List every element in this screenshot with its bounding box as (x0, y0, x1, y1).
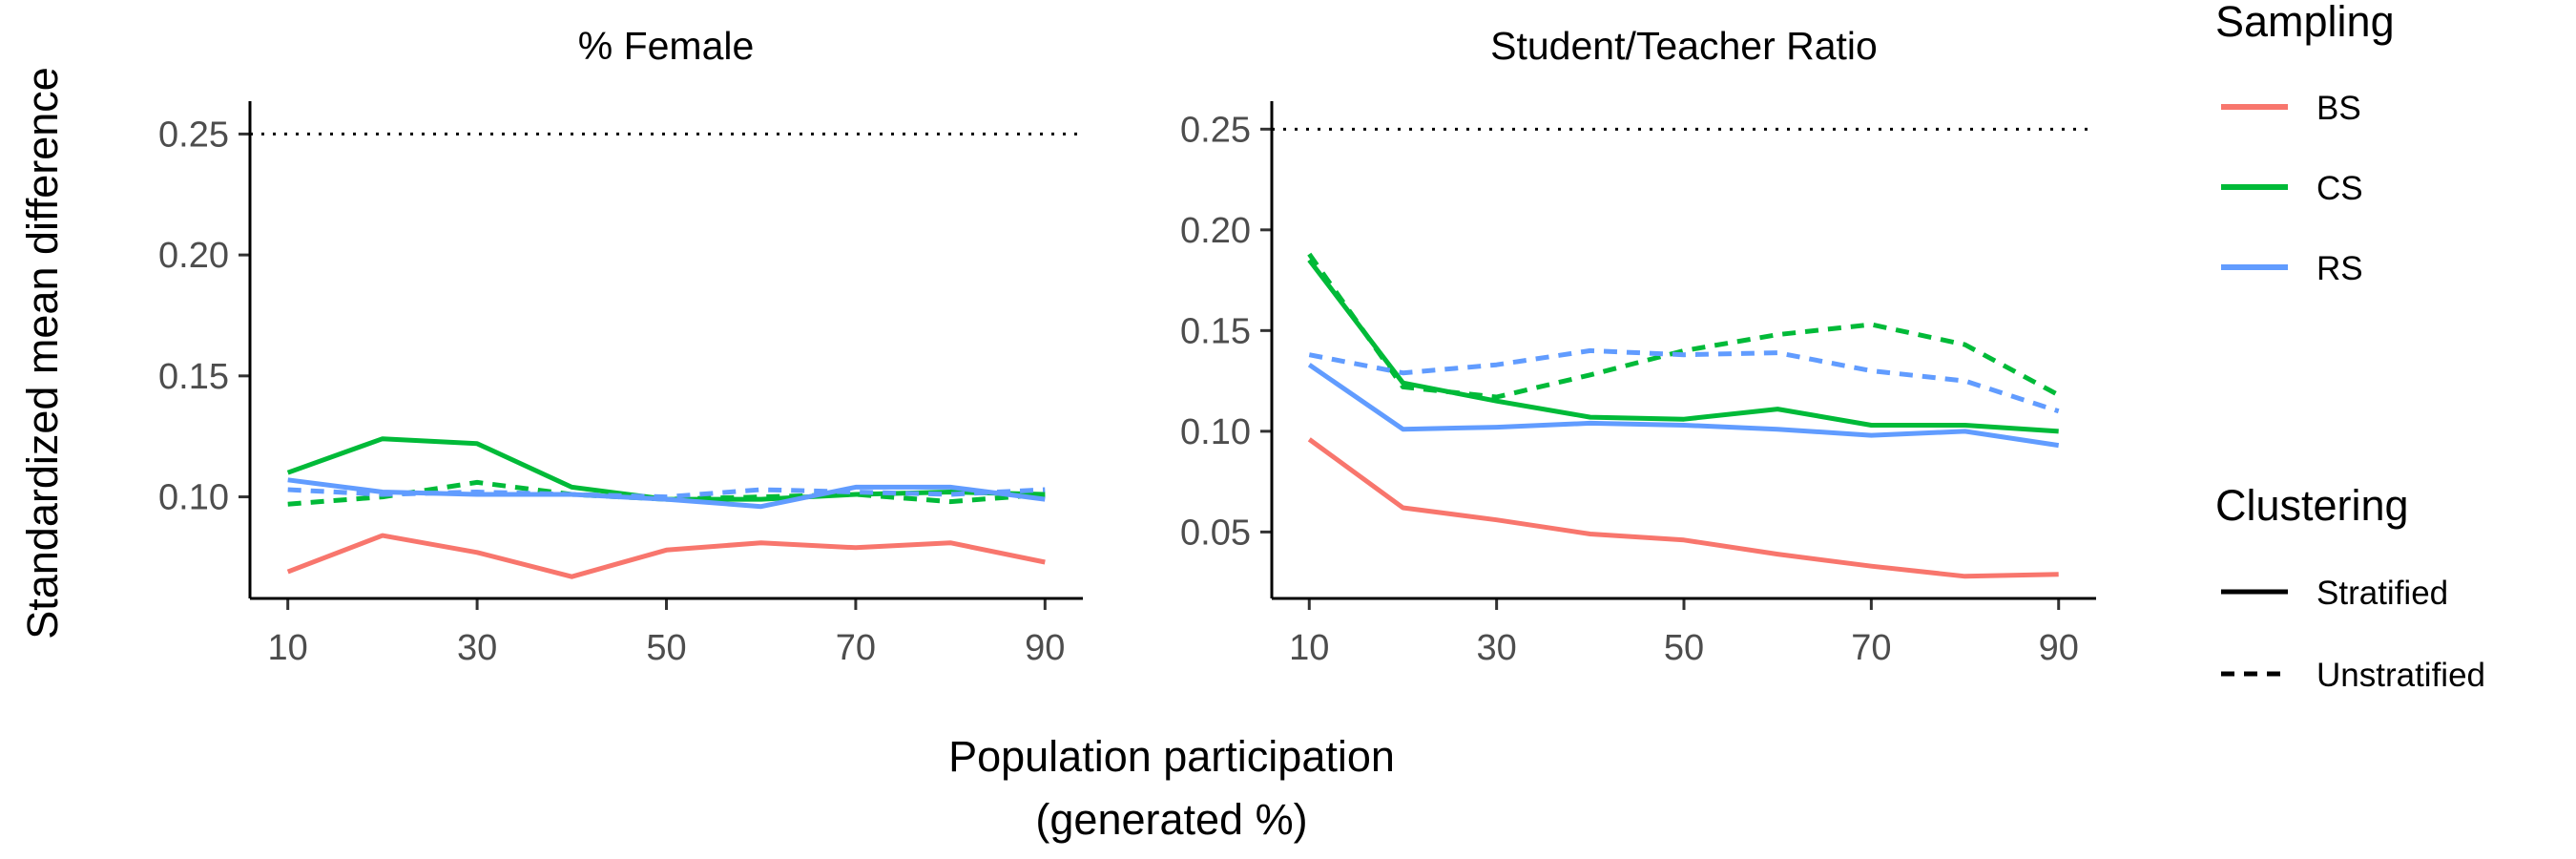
series-line-cs-stratified (1307, 258, 2059, 434)
x-tick-labels: 10 30 50 70 90 (1289, 598, 2079, 668)
y-tick-labels: 0.05 0.10 0.15 0.20 0.25 (1180, 110, 1272, 553)
y-tick-label: 0.15 (1180, 311, 1251, 351)
legend-title-clustering: Clustering (2215, 481, 2409, 530)
series-line-cs-unstratified (1307, 252, 2060, 400)
series-line-rs-unstratified (287, 487, 1046, 500)
x-tick-label: 10 (268, 628, 308, 668)
y-axis-title: Standardized mean difference (18, 67, 67, 639)
series-line-bs-stratified (1307, 437, 2059, 579)
legend-label-bs: BS (2316, 90, 2361, 127)
series-line-rs-unstratified (1308, 347, 2060, 414)
y-tick-label: 0.10 (1180, 412, 1251, 452)
x-axis-title-line1: Population participation (948, 732, 1395, 781)
legend-label-unstratified: Unstratified (2316, 657, 2485, 694)
x-tick-label: 50 (1664, 628, 1704, 668)
panel-title-pct-female: % Female (578, 24, 755, 68)
panel-pct-female: % Female 0.10 0.15 0.20 0.25 10 30 50 70 90 (158, 24, 1083, 668)
y-tick-label: 0.05 (1180, 513, 1251, 553)
x-tick-labels: 10 30 50 70 90 (268, 598, 1065, 668)
legend-label-rs: RS (2316, 250, 2363, 287)
y-tick-label: 0.20 (1180, 211, 1251, 251)
series-line-bs-stratified (286, 533, 1046, 579)
series-lines (1307, 252, 2060, 579)
y-tick-label: 0.10 (158, 478, 229, 518)
series-line-rs-stratified (1307, 363, 2060, 449)
x-tick-label: 90 (1025, 628, 1065, 668)
x-tick-label: 50 (646, 628, 686, 668)
axis-lines (248, 101, 1083, 600)
legend-label-cs: CS (2316, 170, 2363, 207)
legend-label-stratified: Stratified (2316, 575, 2448, 612)
legend: Sampling BS CS RS Clustering Stratified Uns… (2215, 0, 2485, 694)
y-tick-label: 0.15 (158, 357, 229, 397)
x-tick-label: 10 (1289, 628, 1329, 668)
x-axis-title-line2: (generated %) (1035, 795, 1307, 844)
legend-clustering-entries: Stratified Unstratified (2221, 575, 2485, 694)
y-tick-label: 0.20 (158, 236, 229, 276)
x-tick-label: 70 (836, 628, 876, 668)
y-tick-labels: 0.10 0.15 0.20 0.25 (158, 115, 250, 518)
y-tick-label: 0.25 (158, 115, 229, 155)
panel-title-student-teacher-ratio: Student/Teacher Ratio (1490, 24, 1878, 68)
axis-lines (1270, 101, 2096, 600)
x-tick-label: 30 (457, 628, 497, 668)
x-tick-label: 90 (2039, 628, 2079, 668)
panel-student-teacher-ratio: Student/Teacher Ratio 0.050.100.150.200.… (1180, 24, 2096, 668)
legend-sampling-entries: BS CS RS (2221, 90, 2363, 287)
legend-title-sampling: Sampling (2215, 0, 2395, 46)
x-tick-label: 30 (1476, 628, 1516, 668)
x-tick-label: 70 (1851, 628, 1891, 668)
series-lines (286, 436, 1046, 579)
y-tick-label: 0.25 (1180, 110, 1251, 150)
